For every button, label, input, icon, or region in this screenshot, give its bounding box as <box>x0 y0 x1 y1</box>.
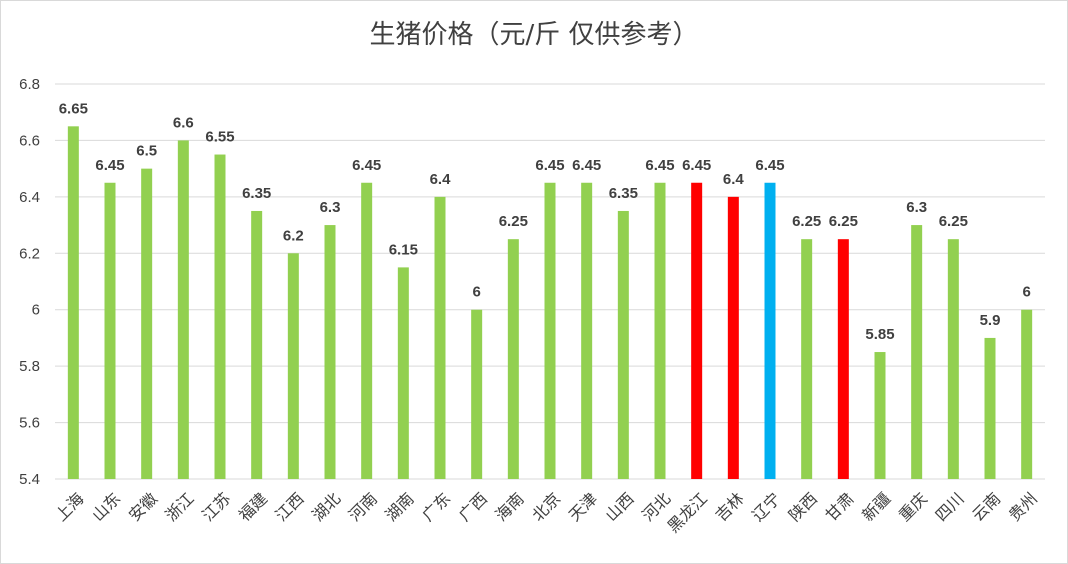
bar <box>177 140 189 479</box>
x-tick-label: 甘肃 <box>822 489 858 525</box>
bars <box>67 126 1033 480</box>
bar <box>507 239 519 479</box>
data-label: 5.9 <box>980 312 1001 329</box>
x-tick-label: 黑龙江 <box>664 489 711 536</box>
bar <box>1021 309 1033 479</box>
x-tick-label: 福建 <box>235 489 271 525</box>
x-axis: 上海 山东 安徽 浙江 江苏 福建 江西 湖北 河南 湖南 广东 广西 海南 北京 天津 山西 河北黑龙江 吉林辽… <box>52 489 1041 536</box>
data-label: 6.65 <box>59 100 88 117</box>
y-tick-label: 5.6 <box>19 415 40 432</box>
bar <box>727 196 739 479</box>
x-tick-label: 浙江 <box>162 489 198 525</box>
y-tick-label: 6.2 <box>19 245 40 262</box>
bar <box>837 239 849 479</box>
data-label: 6.4 <box>430 171 452 188</box>
bar <box>471 309 483 479</box>
bar <box>141 168 153 479</box>
data-label: 6.5 <box>136 143 157 160</box>
data-label: 6.25 <box>792 213 821 230</box>
x-tick-label: 河南 <box>345 489 381 525</box>
y-tick-label: 6.4 <box>19 189 40 206</box>
bar <box>617 210 629 479</box>
data-label: 6.35 <box>242 185 271 202</box>
data-label: 6.3 <box>906 199 927 216</box>
bar <box>287 253 299 479</box>
data-label: 6.25 <box>829 213 858 230</box>
data-label: 6.3 <box>320 199 341 216</box>
bar <box>434 196 446 479</box>
x-tick-label: 上海 <box>52 489 88 525</box>
y-tick-label: 5.8 <box>19 358 40 375</box>
x-tick-label: 湖南 <box>382 489 418 525</box>
data-label: 6.55 <box>205 129 234 146</box>
bar <box>691 182 703 479</box>
x-tick-label: 新疆 <box>858 489 894 525</box>
y-tick-label: 5.4 <box>19 471 40 488</box>
x-tick-label: 重庆 <box>895 489 931 525</box>
bar <box>801 239 813 479</box>
bar <box>67 126 79 480</box>
data-label: 6.45 <box>645 157 674 174</box>
bar <box>397 267 409 479</box>
x-tick-label: 陕西 <box>785 489 821 525</box>
data-label: 6.45 <box>682 157 711 174</box>
bar <box>544 182 556 479</box>
data-label: 6.45 <box>572 157 601 174</box>
y-axis: 5.4 5.6 5.8 6 6.2 6.4 6.6 6.8 <box>19 76 40 488</box>
x-tick-label: 北京 <box>528 489 564 525</box>
data-label: 6.15 <box>389 241 418 258</box>
data-label: 6.45 <box>535 157 564 174</box>
x-tick-label: 海南 <box>492 489 528 525</box>
data-label: 6.25 <box>939 213 968 230</box>
bar <box>764 182 776 479</box>
data-label: 6.45 <box>352 157 381 174</box>
x-tick-label: 广西 <box>455 489 491 525</box>
bar <box>104 182 116 479</box>
data-labels: 6.65 6.45 6.5 6.6 6.55 6.35 6.2 6.3 6.45 6.15 6.4 6… <box>59 100 1031 343</box>
bar <box>947 239 959 479</box>
x-tick-label: 贵州 <box>1005 489 1041 525</box>
x-tick-label: 广东 <box>418 489 454 525</box>
x-tick-label: 湖北 <box>308 489 344 525</box>
bar <box>324 225 336 479</box>
x-tick-label: 吉林 <box>712 489 748 525</box>
x-tick-label: 安徽 <box>125 489 161 525</box>
y-tick-label: 6 <box>32 302 40 319</box>
bar <box>581 182 593 479</box>
y-tick-label: 6.8 <box>19 76 40 93</box>
x-tick-label: 江西 <box>272 489 308 525</box>
x-tick-label: 天津 <box>565 489 601 525</box>
data-label: 5.85 <box>865 326 894 343</box>
data-label: 6.4 <box>723 171 745 188</box>
chart-title: 生猪价格（元/斤 仅供参考） <box>369 20 699 50</box>
x-tick-label: 山东 <box>88 489 124 525</box>
x-tick-label: 山西 <box>602 489 638 525</box>
bar <box>911 225 923 479</box>
data-label: 6.2 <box>283 227 304 244</box>
data-label: 6 <box>1022 284 1030 301</box>
data-label: 6.45 <box>95 157 124 174</box>
data-label: 6.35 <box>609 185 638 202</box>
data-label: 6.25 <box>499 213 528 230</box>
x-tick-label: 云南 <box>968 489 1004 525</box>
data-label: 6 <box>472 284 480 301</box>
bar <box>654 182 666 479</box>
data-label: 6.45 <box>755 157 784 174</box>
data-label: 6.6 <box>173 114 194 131</box>
x-tick-label: 辽宁 <box>748 489 784 525</box>
bar <box>984 337 996 479</box>
x-tick-label: 四川 <box>932 489 968 525</box>
bar <box>251 210 263 479</box>
bar <box>214 154 226 480</box>
bar <box>874 352 886 479</box>
x-tick-label: 江苏 <box>198 489 234 525</box>
bar <box>361 182 373 479</box>
y-tick-label: 6.6 <box>19 132 40 149</box>
